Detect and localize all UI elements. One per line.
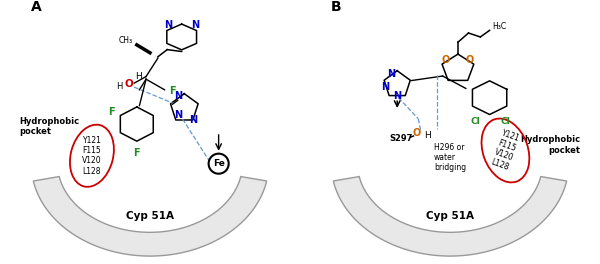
Text: Hydrophobic
pocket: Hydrophobic pocket (19, 117, 79, 136)
Text: Cl: Cl (500, 117, 511, 126)
Text: O: O (466, 55, 474, 65)
Text: Cyp 51A: Cyp 51A (126, 211, 174, 221)
Text: S297: S297 (389, 134, 413, 143)
Text: H: H (424, 131, 431, 140)
Text: N: N (388, 69, 395, 79)
Polygon shape (334, 177, 566, 256)
Text: H296 or
water
bridging: H296 or water bridging (434, 143, 466, 172)
Text: F: F (109, 107, 115, 117)
Text: N: N (175, 110, 182, 120)
Text: A: A (31, 0, 42, 13)
Text: Fe: Fe (213, 159, 224, 168)
Text: N: N (381, 82, 389, 92)
Text: CH₃: CH₃ (119, 36, 133, 45)
Text: Cl: Cl (470, 117, 480, 126)
Text: Y121
F115
V120
L128: Y121 F115 V120 L128 (490, 128, 521, 173)
Text: B: B (331, 0, 342, 13)
Text: N: N (191, 20, 199, 30)
Polygon shape (34, 177, 266, 256)
Text: H: H (116, 82, 123, 91)
Text: F: F (133, 148, 140, 158)
Text: Hydrophobic
pocket: Hydrophobic pocket (521, 135, 581, 155)
Text: O: O (413, 128, 421, 138)
Text: N: N (164, 20, 172, 30)
Text: N: N (393, 91, 401, 101)
Text: O: O (125, 79, 133, 89)
Text: Y121
F115
V120
L128: Y121 F115 V120 L128 (82, 136, 102, 176)
Text: H₃C: H₃C (492, 22, 506, 31)
Text: N: N (175, 91, 182, 101)
Text: H: H (135, 72, 142, 81)
Text: Cyp 51A: Cyp 51A (426, 211, 474, 221)
Text: O: O (441, 55, 449, 65)
Text: F: F (169, 86, 176, 96)
Text: N: N (189, 115, 197, 125)
